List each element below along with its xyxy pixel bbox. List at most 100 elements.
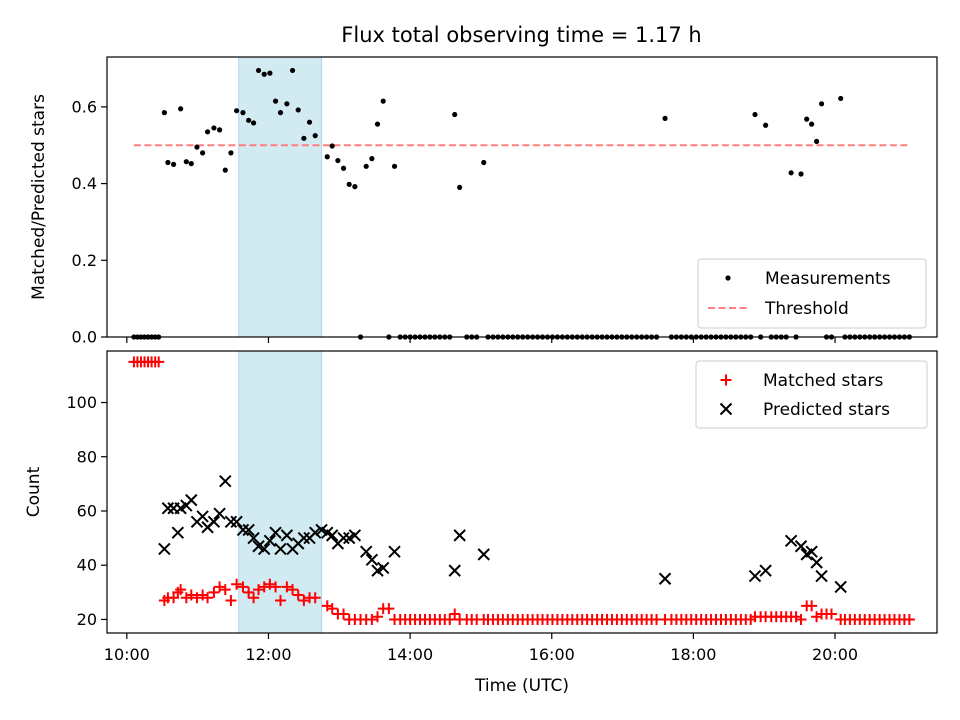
matched-stars-point [321, 600, 333, 612]
matched-stars-point [825, 608, 837, 620]
measurements-point [818, 101, 825, 107]
predicted-stars-point [280, 529, 294, 542]
measurements-point [788, 170, 794, 176]
bottom-panel-data [128, 356, 915, 625]
matched-stars-point [175, 584, 187, 596]
y-tick-label: 20 [77, 610, 97, 629]
measurements-point [246, 117, 252, 123]
predicted-stars-point [325, 529, 339, 542]
x-tick-label: 14:00 [387, 645, 433, 664]
predicted-stars-point [376, 561, 390, 575]
measurements-point [457, 184, 463, 191]
figure-title: Flux total observing time = 1.17 h [341, 23, 701, 47]
predicted-stars-point [236, 523, 250, 537]
measurements-point [346, 181, 352, 187]
measurements-point [233, 108, 240, 114]
top-panel-ticks: 0.0 0.2 0.4 0.6 [72, 97, 836, 347]
matched-stars-point [180, 592, 192, 604]
measurements-point [284, 101, 290, 107]
matched-stars-point [208, 586, 220, 598]
predicted-stars-point [230, 515, 243, 529]
x-tick-label: 20:00 [812, 645, 858, 664]
matched-stars-point [292, 589, 304, 601]
legend-matched-label: Matched stars [763, 371, 883, 391]
legend-predicted-marker [719, 402, 733, 416]
measurements-point [170, 161, 177, 167]
matched-stars-point [298, 594, 310, 606]
y-tick-label: 80 [77, 447, 97, 466]
predicted-stars-point [219, 474, 232, 488]
top-panel-measurements-ratio: 0.0 0.2 0.4 0.6 Matched/Predicted stars Mea… [29, 56, 938, 347]
matched-stars-point [366, 613, 378, 625]
matched-stars-point [202, 592, 214, 604]
predicted-stars-point [748, 569, 762, 583]
predicted-stars-point [158, 542, 171, 556]
x-tick-label: 10:00 [104, 645, 150, 664]
predicted-stars-point [258, 542, 271, 556]
predicted-stars-point [348, 529, 362, 542]
legend-matched-marker [720, 374, 732, 386]
predicted-stars-point [448, 564, 461, 577]
predicted-stars-point [242, 523, 255, 537]
measurements-point [165, 159, 171, 166]
matched-stars-point [281, 581, 293, 593]
bottom-panel-legend: Matched stars Predicted stars [695, 360, 928, 429]
bottom-panel-frame [106, 350, 938, 634]
legend-measurements-label: Measurements [765, 269, 891, 289]
measurements-point [452, 111, 458, 118]
y-tick-label: 0.0 [72, 328, 97, 347]
predicted-stars-point [834, 580, 847, 594]
top-panel-frame [106, 56, 938, 338]
matched-stars-point [264, 578, 276, 590]
measurements-point [335, 157, 341, 164]
measurements-point [255, 67, 262, 74]
predicted-stars-point [658, 572, 672, 585]
predicted-stars-point [213, 507, 226, 520]
predicted-stars-point [794, 540, 808, 553]
matched-stars-point [258, 581, 270, 593]
y-tick-label: 0.2 [72, 251, 97, 270]
measurements-point [391, 163, 398, 169]
top-panel-highlight-span [238, 56, 323, 338]
predicted-stars-point [274, 542, 287, 556]
measurements-point [369, 156, 375, 162]
predicted-stars-point [269, 526, 282, 539]
measurements-point [312, 133, 318, 139]
y-tick-label: 0.6 [72, 97, 97, 116]
measurements-point [301, 135, 307, 141]
matched-stars-point [237, 581, 249, 593]
matched-stars-point [309, 592, 321, 604]
matched-stars-point [806, 600, 818, 612]
predicted-stars-point [337, 531, 350, 545]
predicted-stars-point [784, 534, 798, 548]
measurements-point [228, 150, 234, 156]
measurements-point [272, 98, 279, 104]
measurements-point [178, 106, 184, 112]
measurements-point [250, 120, 257, 126]
measurements-point [352, 184, 358, 190]
bottom-panel-y-axis-label: Count [24, 466, 44, 517]
predicted-stars-point [388, 545, 401, 558]
matched-stars-point [287, 584, 299, 596]
legend-predicted-label: Predicted stars [763, 400, 890, 420]
measurements-point [194, 144, 200, 150]
matched-stars-point [811, 611, 823, 623]
measurements-point [277, 110, 284, 116]
measurements-point [804, 116, 810, 122]
matched-stars-point [444, 613, 456, 625]
measurements-point [200, 150, 206, 156]
y-tick-label: 60 [77, 501, 97, 520]
measurements-point [222, 167, 228, 173]
top-panel-y-axis-label: Matched/Predicted stars [29, 94, 49, 300]
legend-box [695, 360, 928, 429]
measurements-point [240, 110, 246, 116]
measurements-point [289, 67, 296, 74]
matched-stars-point [449, 608, 461, 620]
bottom-panel-ticks: 20 40 60 80 100 10:00 12:00 14:00 16:00 18:00 20:0… [66, 393, 858, 664]
measurements-point [363, 163, 369, 169]
matched-stars-point [790, 611, 802, 623]
matched-stars-point [231, 578, 243, 590]
predicted-stars-point [263, 534, 277, 548]
highlight-span-band [238, 350, 323, 634]
